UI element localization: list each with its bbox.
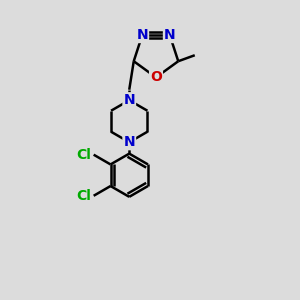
Text: O: O xyxy=(150,70,162,84)
Text: Cl: Cl xyxy=(76,148,91,162)
Text: N: N xyxy=(123,135,135,149)
Text: N: N xyxy=(123,93,135,107)
Text: N: N xyxy=(136,28,148,42)
Text: N: N xyxy=(164,28,176,42)
Text: Cl: Cl xyxy=(76,189,91,203)
